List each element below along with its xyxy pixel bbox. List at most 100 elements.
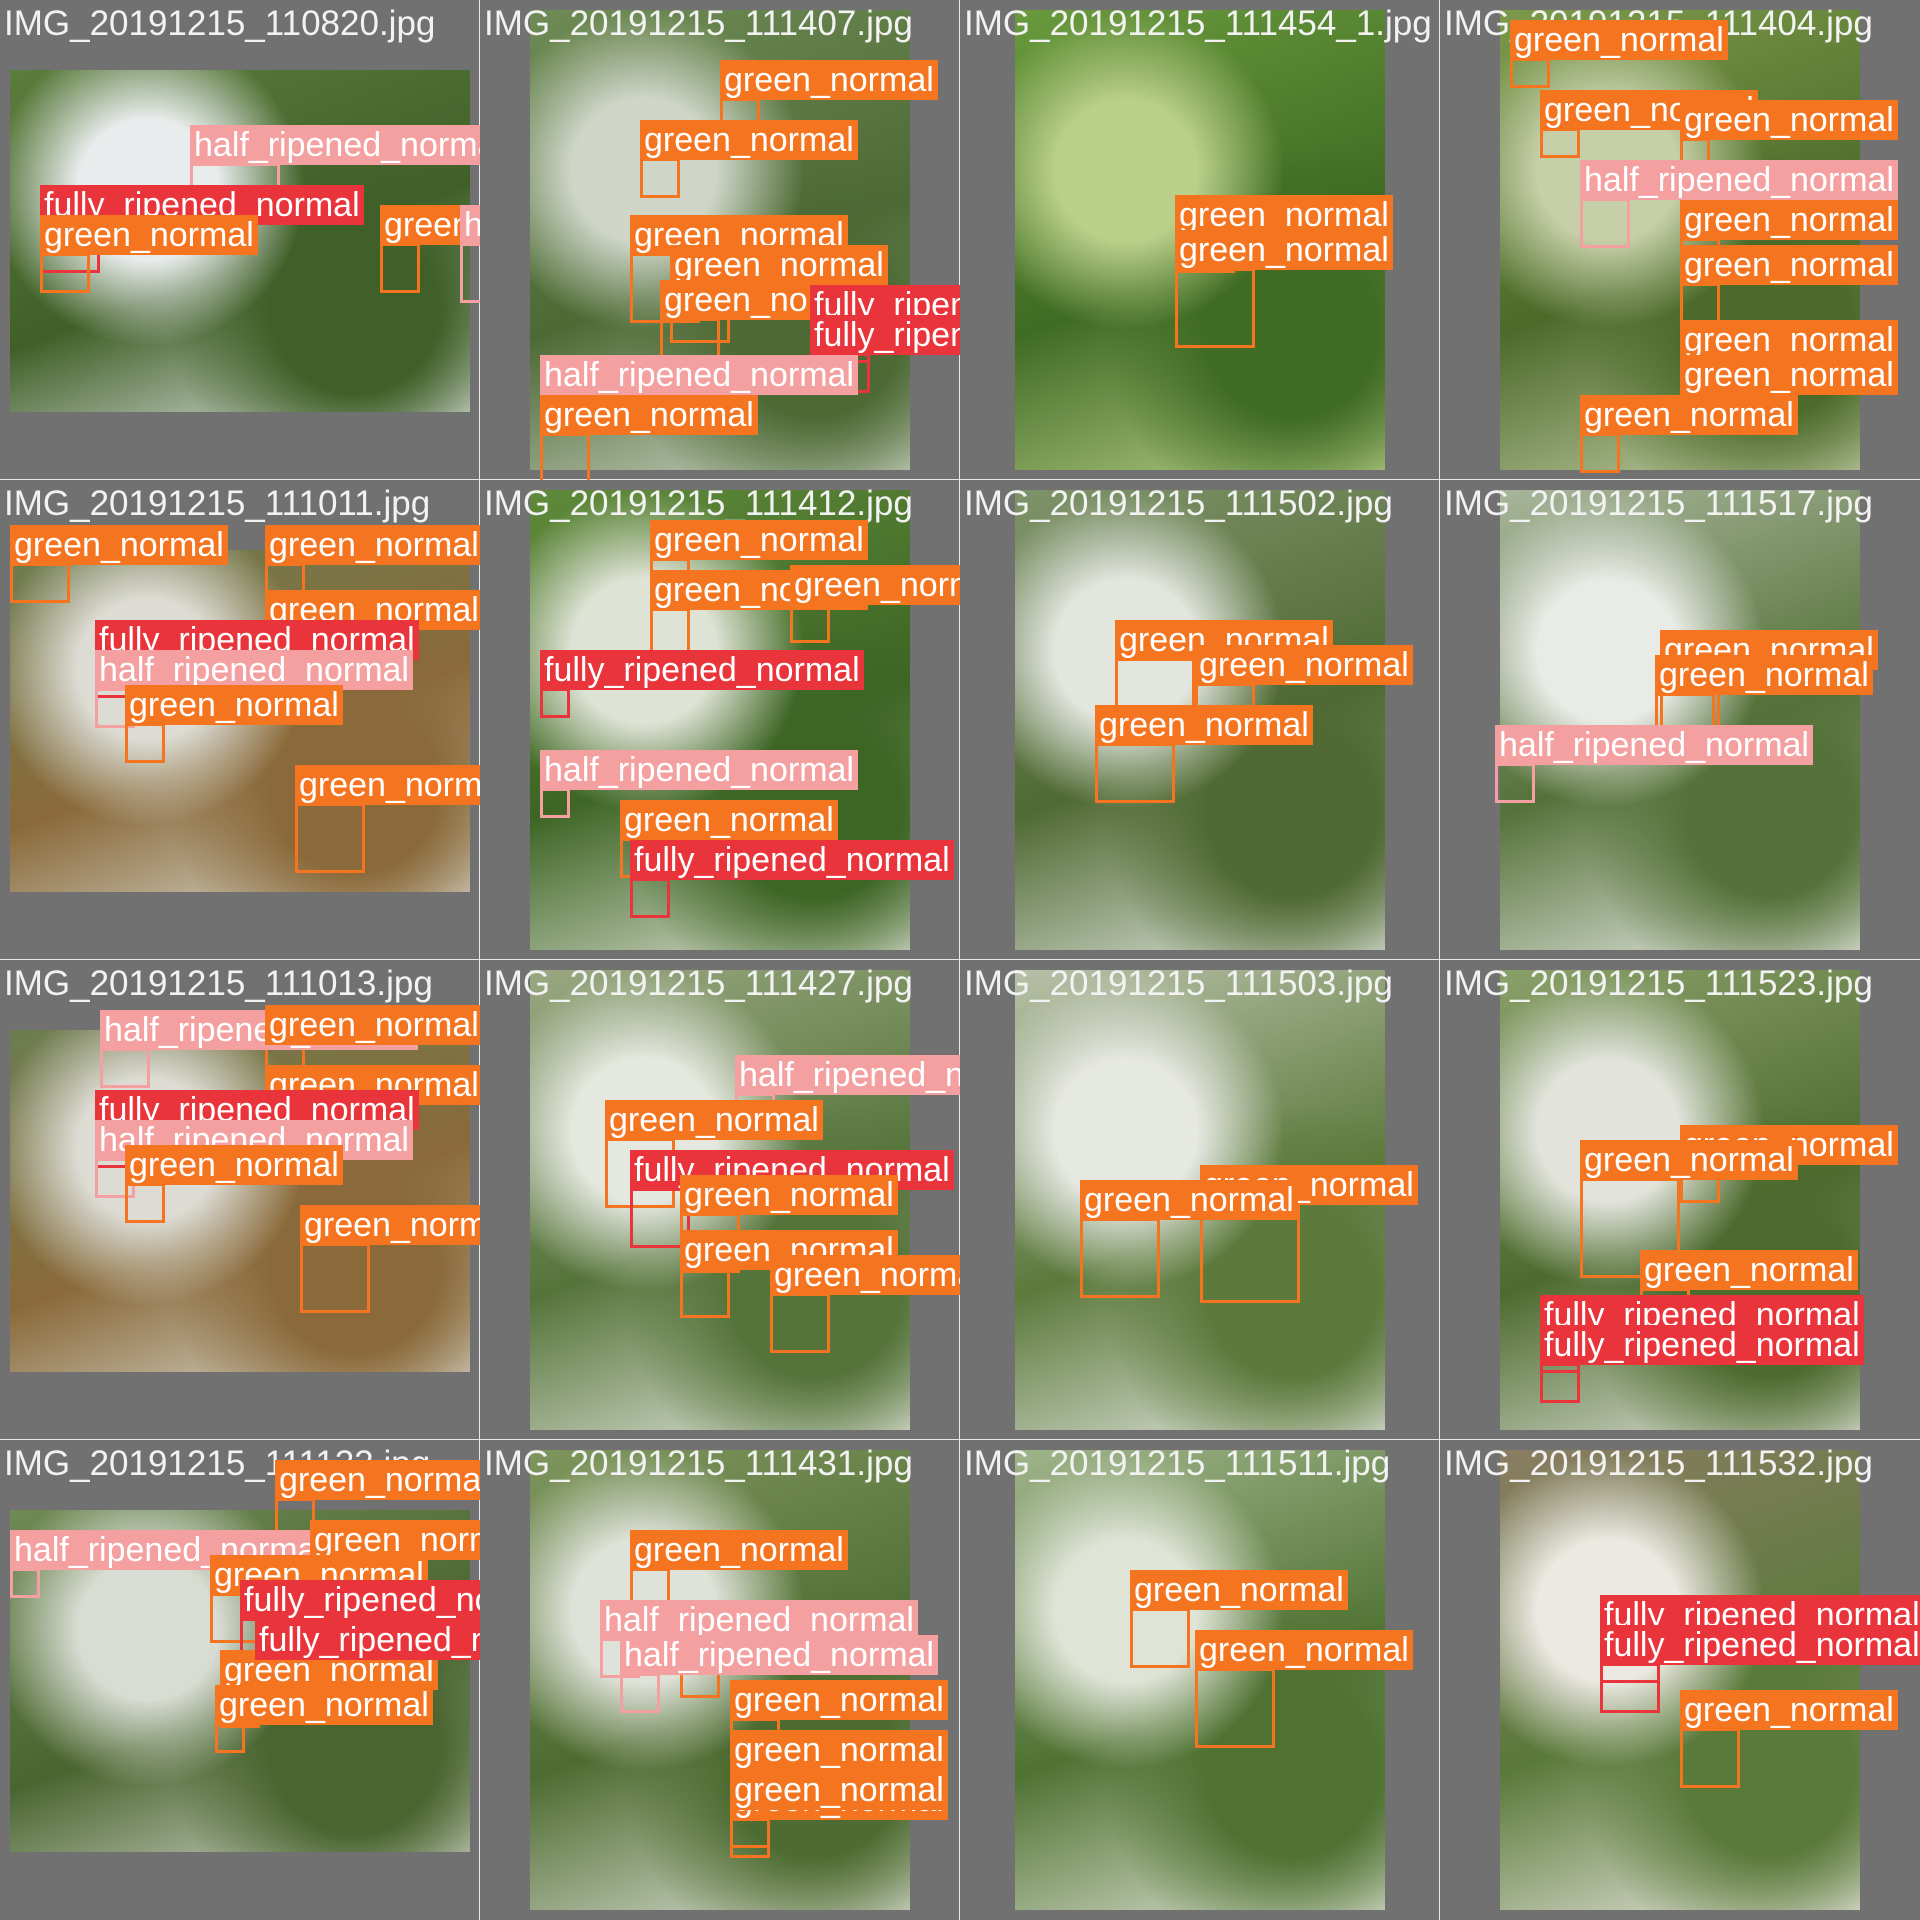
detection-label: green_normal [1175, 195, 1393, 235]
detection-label: fully_ripened_normal [255, 1620, 480, 1660]
detection-box [1495, 763, 1535, 803]
detection-cell[interactable]: IMG_20191215_111503.jpg green_normal green… [959, 959, 1441, 1441]
detection-box [1510, 58, 1550, 88]
detection-box [680, 1268, 730, 1318]
image-filename: IMG_20191215_111511.jpg [964, 1444, 1391, 1483]
detection-cell[interactable]: IMG_20191215_111454_1.jpg green_normal gre… [959, 0, 1441, 481]
detection-label: green_normal [125, 685, 343, 725]
detection-cell[interactable]: IMG_20191215_111532.jpg fully_ripened_nor… [1439, 1439, 1920, 1920]
detection-box [770, 1293, 830, 1353]
detection-box [620, 1673, 660, 1713]
detection-box [1080, 1218, 1160, 1298]
detection-label: fully_ripened_normal [540, 650, 864, 690]
detection-box [1580, 433, 1620, 473]
detection-label: half_ripened_normal [540, 355, 858, 395]
tomato-photo [1015, 1450, 1385, 1910]
detection-cell[interactable]: IMG_20191215_111511.jpg green_normal green… [959, 1439, 1441, 1920]
detection-label: green_normal [40, 215, 258, 255]
detection-cell[interactable]: IMG_20191215_110820.jpg half_ripened_norm… [0, 0, 481, 481]
detection-box [10, 1568, 40, 1598]
detection-label: half_ripened_normal [735, 1055, 960, 1095]
detection-label: half_ripened_normal [95, 650, 413, 690]
detection-label: green_normal [265, 525, 480, 565]
image-filename: IMG_20191215_111013.jpg [4, 964, 433, 1003]
detection-box [1580, 198, 1630, 248]
detection-box [1600, 1663, 1660, 1713]
image-filename: IMG_20191215_110820.jpg [4, 4, 436, 43]
detection-label: green_normal [1580, 1140, 1798, 1180]
detection-cell[interactable]: IMG_20191215_111011.jpg green_normal green… [0, 479, 481, 961]
detection-label: green_normal [265, 1005, 480, 1045]
detection-cell[interactable]: IMG_20191215_111404.jpggreen_normalgreen… [1439, 0, 1920, 481]
detection-cell[interactable]: IMG_20191215_111502.jpg green_normal green… [959, 479, 1441, 961]
detection-label: green_normal [1680, 355, 1898, 395]
detection-box [100, 1048, 150, 1088]
detection-cell[interactable]: IMG_20191215_111412.jpg green_normal green… [479, 479, 961, 961]
detection-label: half_ripened_normal [600, 1600, 918, 1640]
detection-cell[interactable]: IMG_20191215_111133.jpg green_normal half_… [0, 1439, 481, 1920]
detection-cell[interactable]: IMG_20191215_111523.jpg green_normal green… [1439, 959, 1920, 1441]
detection-label: fully_ripened_normal [630, 840, 954, 880]
detection-label: fully_ripened_normal [240, 1580, 480, 1620]
detection-label: green_normal [790, 565, 960, 605]
detection-box [1175, 268, 1255, 348]
image-filename: IMG_20191215_111532.jpg [1444, 1444, 1873, 1483]
image-filename: IMG_20191215_111502.jpg [964, 484, 1393, 523]
image-filename: IMG_20191215_111503.jpg [964, 964, 1393, 1003]
detection-label: green_normal [680, 1175, 898, 1215]
detection-cell[interactable]: IMG_20191215_111013.jpg half_ripened_norm… [0, 959, 481, 1441]
image-filename: IMG_20191215_111011.jpg [4, 484, 431, 523]
detection-label: green_normal [630, 1530, 848, 1570]
detection-cell[interactable]: IMG_20191215_111407.jpg green_normal green… [479, 0, 961, 481]
detection-label: green_normal [1130, 1570, 1348, 1610]
tomato-photo [1500, 1450, 1860, 1910]
detection-label: green_normal [310, 1520, 480, 1560]
detection-box [125, 1183, 165, 1223]
detection-box [540, 433, 590, 480]
detection-label: green_normal [1680, 100, 1898, 140]
detection-box [215, 1723, 245, 1753]
detection-box [1540, 1363, 1580, 1403]
detection-box [40, 253, 90, 293]
detection-box [1095, 743, 1175, 803]
detection-box [1680, 1728, 1740, 1788]
image-filename: IMG_20191215_111523.jpg [1444, 964, 1873, 1003]
image-filename: IMG_20191215_111454_1.jpg [964, 4, 1432, 43]
detection-cell[interactable]: IMG_20191215_111517.jpg green_normal green… [1439, 479, 1920, 961]
detection-label: fully_ripened_normal [810, 315, 960, 355]
detection-label: green_normal [1680, 245, 1898, 285]
detection-label: green_normal [10, 525, 228, 565]
detection-label: green_normal [540, 395, 758, 435]
detection-label: green_normal [605, 1100, 823, 1140]
image-filename: IMG_20191215_111517.jpg [1444, 484, 1873, 523]
detection-box [460, 243, 480, 303]
detection-label: green_normal [770, 1255, 960, 1295]
detection-label: green_normal [300, 1205, 480, 1245]
detection-label: half_ripened_normal [460, 205, 480, 245]
detection-label: half_ripened_normal [1580, 160, 1898, 200]
detection-label: half_ripened_normal [540, 750, 858, 790]
detection-label: green_normal [295, 765, 480, 805]
detection-box [10, 563, 70, 603]
detection-label: green_normal [125, 1145, 343, 1185]
detection-box [380, 243, 420, 293]
detection-box [630, 878, 670, 918]
detection-box [640, 158, 680, 198]
detection-label: green_normal [1195, 645, 1413, 685]
detection-label: green_normal [1680, 320, 1898, 360]
tomato-photo [1500, 490, 1860, 950]
detection-cell[interactable]: IMG_20191215_111427.jpg half_ripened_norm… [479, 959, 961, 1441]
detection-label: green_normal [1510, 20, 1728, 60]
detection-box [540, 688, 570, 718]
detection-cell[interactable]: IMG_20191215_111431.jpggreen_normalgreen… [479, 1439, 961, 1920]
detection-label: green_normal [650, 520, 868, 560]
detection-label: green_normal [1655, 655, 1873, 695]
detection-label: green_normal [1195, 1630, 1413, 1670]
detection-box [1130, 1608, 1190, 1668]
image-filename: IMG_20191215_111427.jpg [484, 964, 913, 1003]
detection-label: green_normal [730, 1770, 948, 1810]
detection-box [540, 788, 570, 818]
detection-label: half_ripened_normal [190, 125, 480, 165]
detection-label: green_normal [1175, 230, 1393, 270]
detection-label: green_normal [1640, 1250, 1858, 1290]
